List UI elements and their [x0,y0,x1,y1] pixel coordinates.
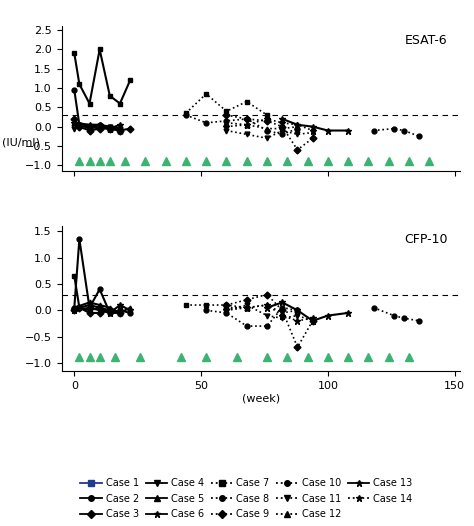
Text: (IU/ml): (IU/ml) [2,137,40,147]
Text: ESAT-6: ESAT-6 [405,34,448,46]
Legend: Case 1, Case 2, Case 3, Case 4, Case 5, Case 6, Case 7, Case 8, Case 9, Case 10,: Case 1, Case 2, Case 3, Case 4, Case 5, … [79,477,414,521]
Text: CFP-10: CFP-10 [404,234,448,246]
X-axis label: (week): (week) [242,393,280,403]
